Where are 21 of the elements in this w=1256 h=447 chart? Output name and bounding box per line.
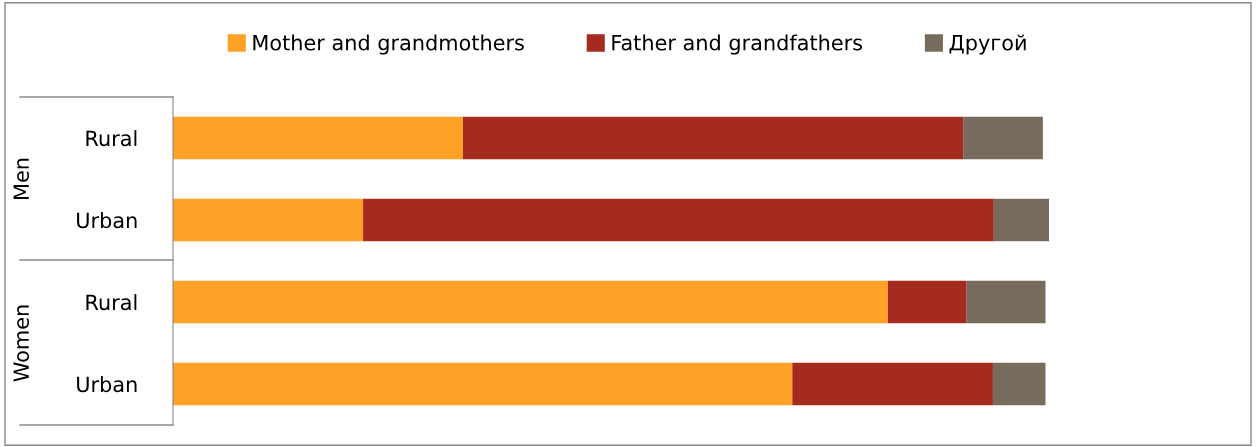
bar	[173, 280, 888, 324]
legend-label: Другой	[949, 34, 1026, 55]
bar	[963, 116, 1043, 160]
legend-label: Father and grandfathers	[612, 34, 863, 55]
y-tick-label: Urban	[77, 376, 137, 393]
bar	[462, 116, 964, 160]
y-tick-label: Rural	[86, 294, 137, 311]
text: Men	[13, 158, 30, 199]
y-tick-label: Rural	[86, 130, 137, 147]
legend-label: Mother and grandmothers	[253, 34, 524, 55]
y-tick-label: Urban	[77, 212, 137, 229]
bar	[173, 116, 463, 160]
bar	[173, 198, 364, 242]
bar	[993, 198, 1049, 242]
bar	[887, 280, 967, 324]
text: Women	[13, 305, 30, 382]
bar	[173, 362, 793, 406]
bar	[966, 280, 1046, 324]
bar	[792, 362, 993, 406]
bar	[992, 362, 1046, 406]
bar	[363, 198, 994, 242]
